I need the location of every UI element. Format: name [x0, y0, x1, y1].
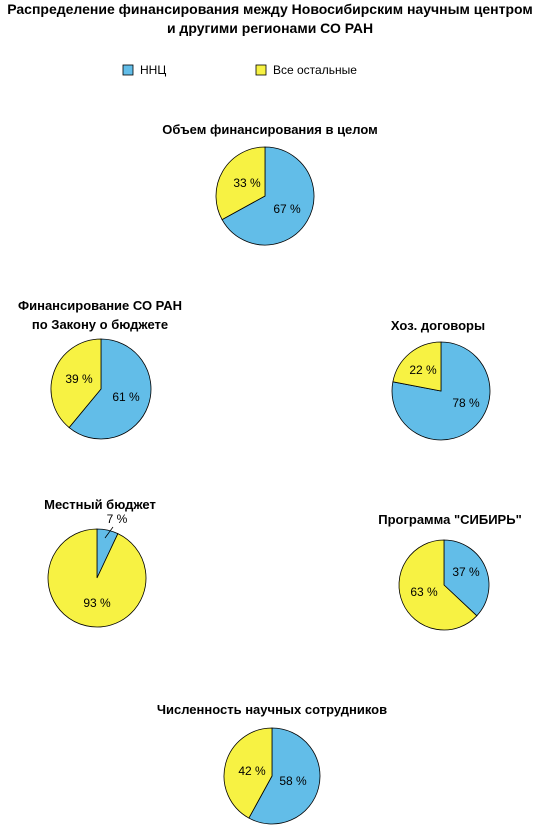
pie-title: Объем финансирования в целом [162, 122, 378, 137]
main-title-line-1: Распределение финансирования между Новос… [7, 1, 533, 17]
pie-slice [68, 338, 152, 440]
legend-item-nnc: ННЦ [122, 63, 166, 77]
pie-chart: Финансирование СО РАН по Закону о бюджете… [18, 298, 182, 440]
pie-slice-label: 58 % [279, 774, 307, 788]
pie-chart: Программа "СИБИРЬ" 37 % 63 % [378, 512, 522, 631]
pie-slice [221, 146, 315, 246]
pie-slice [47, 528, 147, 628]
legend-label-others: Все остальные [273, 63, 357, 77]
pie-title: по Закону о бюджете [32, 317, 168, 332]
pie-slice [215, 146, 266, 221]
legend-swatch-nnc [122, 64, 134, 76]
pie-slice-label: 63 % [410, 585, 438, 599]
pie-title: Финансирование СО РАН [18, 298, 182, 313]
pie-slice-label: 37 % [452, 565, 480, 579]
pie-slice [398, 539, 478, 631]
pie-slice-label: 61 % [112, 390, 140, 404]
pie-chart: Хоз. договоры 78 % 22 % [391, 318, 491, 441]
pie-chart: Численность научных сотрудников 58 % 42 % [157, 702, 387, 825]
pie-chart: Объем финансирования в целом 67 % 33 % [162, 122, 378, 246]
pie-slice-label: 78 % [452, 396, 480, 410]
pie-slice [50, 338, 102, 429]
pie-slice [392, 341, 442, 392]
pie-charts: Объем финансирования в целом 67 % 33 % Фина… [18, 122, 522, 825]
pie-slice-label: 42 % [238, 764, 266, 778]
pie-slice-label: 33 % [233, 176, 261, 190]
pie-slice-label: 93 % [83, 596, 111, 610]
pie-leader-line [104, 526, 114, 539]
pie-slice-label: 39 % [65, 372, 93, 386]
legend-label-nnc: ННЦ [140, 63, 166, 77]
legend-item-others: Все остальные [255, 63, 357, 77]
legend: ННЦ Все остальные [122, 63, 357, 77]
pie-slice-label: 7 % [107, 512, 128, 526]
pie-title: Хоз. договоры [391, 318, 485, 333]
main-title: Распределение финансирования между Новос… [7, 1, 533, 36]
main-title-line-2: и другими регионами СО РАН [167, 20, 373, 36]
pie-title: Местный бюджет [44, 497, 156, 512]
pie-title: Численность научных сотрудников [157, 702, 387, 717]
pie-slice [443, 539, 490, 617]
pie-slice [223, 727, 273, 819]
pie-slice-label: 22 % [409, 363, 437, 377]
pie-slice-label: 67 % [273, 202, 301, 216]
pie-title: Программа "СИБИРЬ" [378, 512, 521, 527]
legend-swatch-others [255, 64, 267, 76]
pie-slice [248, 727, 321, 825]
